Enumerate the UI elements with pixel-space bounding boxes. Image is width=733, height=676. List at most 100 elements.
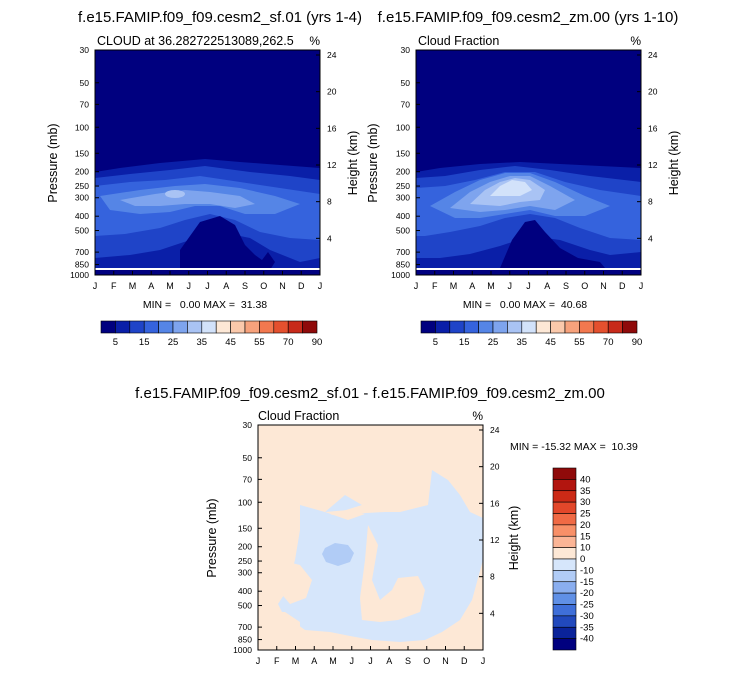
- x-tick-label: J: [350, 656, 355, 666]
- x-tick-label: S: [563, 281, 569, 291]
- colorbar-swatch: [552, 558, 577, 571]
- colorbar-swatch: [552, 626, 577, 639]
- colorbar-label: -20: [580, 588, 594, 599]
- colorbar-swatch: [230, 320, 246, 334]
- panel-1-ylabel-right: Height (km): [346, 131, 360, 196]
- colorbar-swatch: [478, 320, 494, 334]
- colorbar-swatch: [273, 320, 289, 334]
- y-tick-label: 400: [396, 211, 410, 221]
- colorbar-label: 40: [580, 474, 591, 485]
- panel-3-positive-inset-1: [360, 525, 425, 622]
- panel-3-title: f.e15.FAMIP.f09_f09.cesm2_sf.01 - f.e15.…: [135, 385, 605, 402]
- panel-3-subtitle: Cloud Fraction: [258, 409, 339, 423]
- x-tick-label: J: [639, 281, 644, 291]
- x-tick-label: A: [386, 656, 392, 666]
- y-right-tick-label: 4: [648, 233, 653, 243]
- colorbar-swatch: [100, 320, 116, 334]
- y-tick-label: 1000: [233, 645, 252, 655]
- x-tick-label: J: [205, 281, 210, 291]
- x-tick-label: M: [292, 656, 300, 666]
- panel-2-unit: %: [630, 34, 641, 48]
- panel-2-colorbar: 5 15 25 35 45 55 70 90: [420, 320, 642, 348]
- colorbar-swatch: [552, 570, 577, 583]
- panel-1-colorbar: 5 15 25 35 45 55 70 90: [100, 320, 323, 348]
- y-tick-label: 250: [238, 556, 252, 566]
- colorbar-label: 0: [580, 554, 585, 565]
- panel-3-positive-inset-2: [278, 560, 312, 604]
- panel-1-band-5: [120, 190, 255, 208]
- colorbar-swatch: [492, 320, 508, 334]
- y-tick-label: 850: [238, 635, 252, 645]
- y-right-tick-label: 4: [327, 233, 332, 243]
- x-tick-label: J: [414, 281, 419, 291]
- y-right-tick-label: 20: [327, 87, 337, 97]
- panel-2-ylabel: Pressure (mb): [366, 123, 380, 202]
- colorbar-swatch: [187, 320, 203, 334]
- y-right-tick-label: 20: [648, 87, 658, 97]
- x-tick-label: A: [544, 281, 550, 291]
- y-tick-label: 150: [238, 523, 252, 533]
- colorbar-swatch: [463, 320, 479, 334]
- colorbar-swatch: [607, 320, 623, 334]
- y-right-tick-label: 12: [490, 535, 500, 545]
- y-right-tick-label: 16: [490, 498, 500, 508]
- colorbar-label: 90: [312, 337, 323, 348]
- panel-3-ylabel: Pressure (mb): [205, 498, 219, 577]
- y-tick-label: 1000: [391, 270, 410, 280]
- colorbar-label: 55: [574, 337, 585, 348]
- colorbar-label: -35: [580, 622, 594, 633]
- colorbar-label: 45: [545, 337, 556, 348]
- colorbar-label: -25: [580, 600, 594, 611]
- y-tick-label: 500: [75, 226, 89, 236]
- x-tick-label: D: [619, 281, 626, 291]
- x-tick-label: N: [442, 656, 449, 666]
- colorbar-swatch: [172, 320, 188, 334]
- colorbar-label: 35: [517, 337, 528, 348]
- colorbar-label: 15: [580, 531, 591, 542]
- panel-3-neg-core: [322, 543, 354, 566]
- colorbar-swatch: [201, 320, 217, 334]
- colorbar-label: -10: [580, 565, 594, 576]
- panel-2-low-dark: [500, 220, 605, 268]
- y-tick-label: 300: [75, 193, 89, 203]
- colorbar-label: 20: [580, 520, 591, 531]
- colorbar-label: 30: [580, 497, 591, 508]
- y-tick-label: 30: [243, 420, 253, 430]
- x-tick-label: J: [368, 656, 373, 666]
- colorbar-swatch: [552, 524, 577, 537]
- colorbar-label: 10: [580, 543, 591, 554]
- y-tick-label: 30: [80, 45, 90, 55]
- x-tick-label: J: [318, 281, 323, 291]
- y-tick-label: 100: [396, 122, 410, 132]
- panel-1-ylabel: Pressure (mb): [46, 123, 60, 202]
- panel-1-unit: %: [309, 34, 320, 48]
- y-right-tick-label: 8: [648, 197, 653, 207]
- colorbar-label: 35: [197, 337, 208, 348]
- colorbar-swatch: [552, 513, 577, 526]
- x-tick-label: N: [279, 281, 286, 291]
- x-tick-label: S: [405, 656, 411, 666]
- panel-1-plot-area: [95, 50, 320, 275]
- x-tick-label: J: [508, 281, 513, 291]
- colorbar-swatch: [535, 320, 551, 334]
- panel-2-surface-line: [416, 268, 641, 270]
- colorbar-label: 25: [168, 337, 179, 348]
- y-right-tick-label: 12: [648, 160, 658, 170]
- y-tick-label: 70: [80, 99, 90, 109]
- colorbar-swatch: [143, 320, 159, 334]
- colorbar-label: 5: [433, 337, 438, 348]
- panel-3-plot-area: [258, 425, 483, 650]
- y-right-tick-label: 16: [648, 123, 658, 133]
- panel-2-subtitle: Cloud Fraction: [418, 34, 499, 48]
- x-tick-label: M: [450, 281, 458, 291]
- x-tick-label: A: [223, 281, 229, 291]
- x-tick-label: O: [423, 656, 430, 666]
- x-tick-label: M: [487, 281, 495, 291]
- x-tick-label: S: [242, 281, 248, 291]
- y-tick-label: 150: [75, 148, 89, 158]
- panel-3-ylabel-right: Height (km): [507, 506, 521, 571]
- x-tick-label: J: [526, 281, 531, 291]
